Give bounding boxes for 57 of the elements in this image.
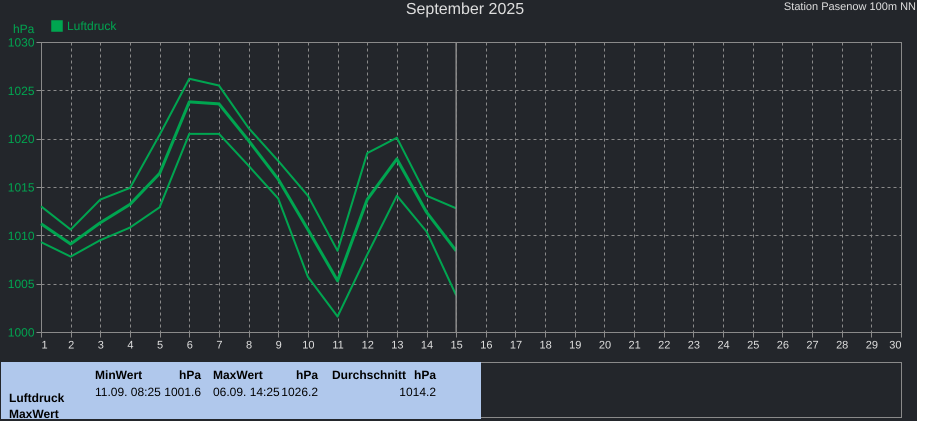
text: MaxWert: [9, 407, 59, 421]
text: MinWert: [95, 368, 142, 382]
text: 06.09. 14:25: [213, 385, 280, 399]
y-tick-label: 1025: [8, 84, 35, 98]
line-series: [40, 78, 458, 252]
legend-label: Luftdruck: [67, 19, 118, 33]
y-tick-label: 1010: [8, 228, 35, 243]
x-tick-label: 14: [420, 340, 434, 352]
x-tick-label: 5: [157, 340, 164, 352]
x-tick-label: 27: [806, 340, 819, 352]
x-tick-label: 12: [362, 340, 374, 352]
x-tick-label: 13: [391, 340, 404, 352]
x-tick-label: 25: [747, 340, 760, 352]
x-tick-label: 19: [569, 340, 582, 352]
text: 1014.2: [399, 385, 436, 399]
x-tick-label: 10: [302, 340, 315, 352]
text: hPa: [414, 368, 436, 382]
text: 1026.2: [281, 385, 318, 399]
line-series: [40, 132, 458, 318]
x-tick-label: 16: [480, 340, 492, 352]
x-tick-label: 28: [836, 340, 848, 352]
x-tick-label: 2: [68, 340, 74, 352]
text: 11.09. 08:25: [95, 385, 162, 399]
x-tick-label: 21: [628, 340, 641, 352]
x-tick-label: 26: [776, 340, 790, 352]
y-tick-label: 1015: [8, 180, 35, 194]
y-tick-label: 1030: [8, 36, 35, 50]
x-tick-label: 15: [450, 340, 463, 352]
text: 1001.6: [164, 385, 202, 399]
x-tick-label: 20: [598, 340, 612, 352]
y-axis-title: hPa: [13, 22, 35, 36]
x-tick-label: 4: [127, 340, 134, 352]
text: Durchschnitt: [332, 368, 406, 382]
x-tick-label: 29: [866, 340, 878, 352]
x-tick-label: 7: [216, 340, 222, 352]
y-tick-label: 1000: [8, 326, 35, 340]
x-tick-label: 1: [42, 340, 48, 352]
x-tick-label: 6: [186, 340, 193, 352]
x-tick-label: 23: [688, 340, 700, 352]
text: MaxWert: [213, 368, 263, 382]
x-tick-label: 30: [889, 340, 902, 352]
x-tick-label: 24: [717, 340, 730, 352]
text: hPa: [296, 368, 318, 382]
text: Station Pasenow 100m NN: [784, 1, 916, 13]
x-tick-label: 3: [98, 340, 104, 352]
x-tick-label: 17: [510, 340, 522, 352]
chart-title: September 2025: [406, 1, 524, 18]
x-tick-label: 8: [246, 340, 252, 352]
text: hPa: [178, 368, 202, 382]
text: Luftdruck: [9, 391, 65, 405]
y-tick-label: 1020: [8, 132, 35, 146]
x-tick-label: 18: [540, 340, 552, 352]
y-tick-label: 1005: [8, 277, 35, 292]
x-tick-label: 22: [658, 340, 670, 352]
x-tick-label: 11: [332, 340, 344, 352]
x-tick-label: 9: [276, 340, 282, 352]
line-series: [40, 100, 458, 282]
